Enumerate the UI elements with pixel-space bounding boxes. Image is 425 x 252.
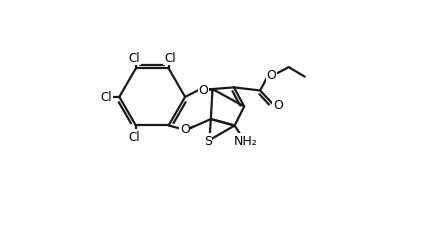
Text: O: O <box>180 123 190 136</box>
Text: O: O <box>273 98 283 111</box>
Text: O: O <box>266 69 276 82</box>
Text: Cl: Cl <box>100 91 112 104</box>
Text: O: O <box>199 83 209 97</box>
Text: Cl: Cl <box>129 52 140 65</box>
Text: S: S <box>204 135 212 147</box>
Text: Cl: Cl <box>129 130 140 143</box>
Text: Cl: Cl <box>164 52 176 65</box>
Text: NH₂: NH₂ <box>233 134 257 147</box>
